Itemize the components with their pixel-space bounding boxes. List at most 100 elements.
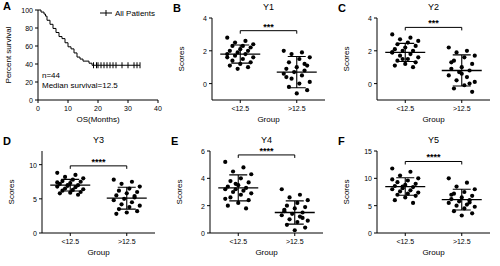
y-tick-label: 100 xyxy=(21,7,33,14)
y-axis xyxy=(42,151,43,233)
survival-step xyxy=(53,28,56,32)
y-tick-label: 20 xyxy=(25,79,33,86)
y-tick-label: 4 xyxy=(203,15,207,22)
x-tick xyxy=(128,100,129,103)
censor-mark xyxy=(98,62,99,68)
point xyxy=(66,184,70,188)
point xyxy=(233,41,237,45)
point xyxy=(138,184,142,188)
point xyxy=(465,49,469,53)
y-tick xyxy=(207,233,210,234)
y-tick xyxy=(374,205,377,206)
point xyxy=(467,200,471,204)
survival-step xyxy=(62,39,65,43)
censor-mark xyxy=(104,62,105,68)
x-tick-label: 40 xyxy=(154,105,162,112)
point xyxy=(241,57,245,61)
point xyxy=(228,49,232,53)
point xyxy=(112,178,116,182)
point xyxy=(303,205,307,209)
point xyxy=(249,45,253,49)
point xyxy=(230,44,234,48)
point xyxy=(452,86,456,90)
point xyxy=(239,193,243,197)
y-tick xyxy=(207,151,210,152)
point xyxy=(393,198,397,202)
point xyxy=(390,166,394,170)
y-tick-label: 4 xyxy=(368,15,372,22)
point xyxy=(414,182,418,186)
x-tick-label: 30 xyxy=(124,105,132,112)
point xyxy=(398,37,402,41)
point xyxy=(470,90,474,94)
point xyxy=(236,201,240,205)
survival-step xyxy=(46,16,48,20)
point xyxy=(406,57,410,61)
x-axis xyxy=(42,233,155,234)
point xyxy=(223,160,227,164)
point xyxy=(127,205,131,209)
significance: **** xyxy=(426,152,441,162)
point xyxy=(306,219,310,223)
point xyxy=(454,204,458,208)
survival-step xyxy=(59,37,62,39)
survival-step xyxy=(74,53,77,57)
point xyxy=(135,190,139,194)
legend-label: All Patients xyxy=(115,9,155,18)
y-axis xyxy=(377,18,378,100)
point xyxy=(287,60,291,64)
point xyxy=(231,169,235,173)
x-axis-title: Group xyxy=(257,115,280,124)
point xyxy=(447,176,451,180)
y-tick xyxy=(35,64,38,65)
point xyxy=(454,50,458,54)
point xyxy=(280,187,284,191)
title: Y1 xyxy=(263,2,274,12)
marks xyxy=(50,171,147,216)
y-tick-label: 2 xyxy=(201,203,205,210)
significance: **** xyxy=(259,146,274,156)
y-tick-label: 40 xyxy=(25,61,33,68)
y-tick-label: 0 xyxy=(368,230,372,237)
censor-mark xyxy=(137,62,138,68)
point xyxy=(226,204,230,208)
y-tick-label: 5 xyxy=(33,196,37,203)
point xyxy=(470,194,474,198)
panel-strip: DY30510<12.5>12.5GroupScores**** xyxy=(3,135,155,257)
point xyxy=(251,42,255,46)
point xyxy=(249,191,253,195)
point xyxy=(247,198,251,202)
point xyxy=(119,182,123,186)
censor-mark xyxy=(93,62,94,68)
y-tick-label: 60 xyxy=(25,43,33,50)
point xyxy=(243,39,247,43)
y-axis xyxy=(212,18,213,100)
point xyxy=(411,65,415,69)
point xyxy=(465,181,469,185)
x-tick xyxy=(461,233,462,236)
point xyxy=(303,225,307,229)
y-axis-title: Scores xyxy=(177,47,186,72)
point xyxy=(473,205,477,209)
point xyxy=(55,171,59,175)
point xyxy=(454,184,458,188)
point xyxy=(239,176,243,180)
point xyxy=(411,201,415,205)
point xyxy=(130,200,134,204)
sd-bar xyxy=(61,179,79,191)
censor-mark xyxy=(122,62,123,68)
point xyxy=(414,44,418,48)
point xyxy=(247,180,251,184)
x-tick-label: 20 xyxy=(94,105,102,112)
point xyxy=(300,50,304,54)
point xyxy=(284,67,288,71)
point xyxy=(454,78,458,82)
survival-step xyxy=(41,12,44,14)
point xyxy=(306,198,310,202)
sd-bar xyxy=(396,43,414,61)
point xyxy=(295,201,299,205)
survival-step xyxy=(47,20,50,24)
point xyxy=(398,189,402,193)
point xyxy=(63,175,67,179)
point xyxy=(460,213,464,217)
